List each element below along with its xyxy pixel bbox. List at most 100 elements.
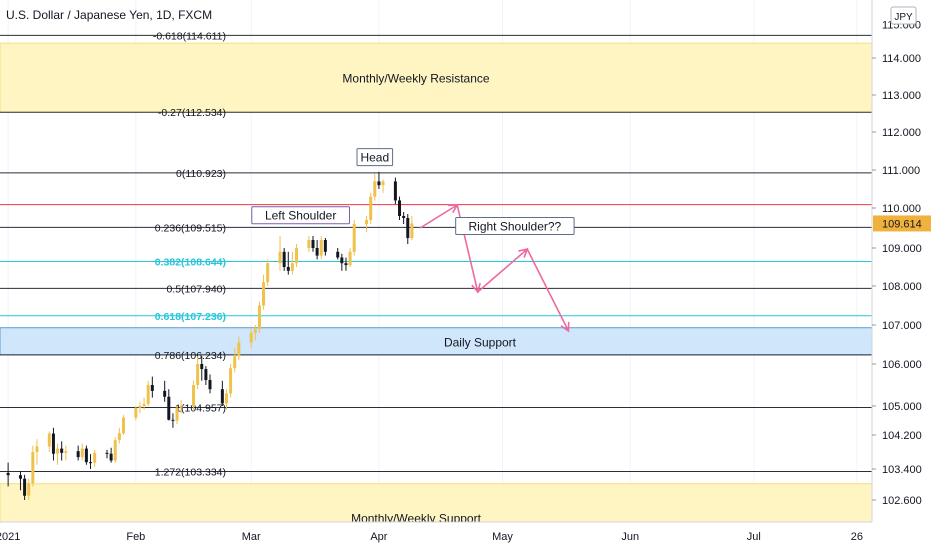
fib-label: 0(110.923): [176, 168, 226, 180]
projection-arrowhead: [560, 321, 570, 333]
fib-label: -0.618(114.611): [153, 30, 226, 42]
time-tick-label: Jun: [621, 531, 639, 543]
price-tick-label: 114.000: [882, 53, 921, 65]
fib-label: 0.236(109.515): [155, 222, 226, 234]
fib-label: 0.5(107.940): [166, 283, 226, 295]
candle-body: [290, 263, 294, 271]
candle-body: [196, 364, 200, 385]
fib-label: 1.272(103.334): [155, 467, 226, 479]
candle-body: [146, 385, 150, 404]
candle-body: [249, 332, 253, 343]
time-tick-label: Apr: [370, 531, 387, 543]
candle-body: [406, 218, 410, 238]
fib-label: 0.382(108.644): [155, 257, 226, 269]
candle-body: [204, 369, 208, 380]
candle-body: [348, 251, 352, 266]
candle-body: [163, 390, 167, 397]
candle-body: [253, 328, 257, 333]
candle-body: [27, 483, 31, 496]
candle-body: [31, 452, 35, 484]
candle-body: [167, 396, 171, 420]
candle-body: [344, 263, 348, 266]
current-price-label: 109.614: [882, 218, 922, 230]
fib-label: 1(104.957): [175, 403, 226, 415]
annotation-box: [455, 217, 575, 235]
candle-body: [18, 475, 22, 479]
candle-body: [84, 448, 88, 463]
zone-label: Daily Support: [444, 335, 517, 349]
fib-lines-layer: -0.618(114.611) -0.27(112.534) 0(110.923) 0…: [0, 30, 872, 479]
zone-rect: [0, 327, 873, 356]
candle-body: [336, 251, 340, 258]
candle-body: [142, 403, 146, 406]
price-tick-label: 111.000: [882, 165, 920, 177]
candle-body: [6, 472, 10, 476]
price-tick-label: 108.000: [882, 281, 922, 293]
candle-body: [282, 251, 286, 267]
candle-body: [121, 417, 125, 434]
zone-label: Monthly/Weekly Resistance: [342, 72, 489, 86]
candle-body: [171, 419, 175, 421]
candle-body: [319, 240, 323, 256]
price-tick-label: 106.000: [882, 359, 922, 371]
candle-body: [262, 282, 266, 306]
candle-body: [105, 452, 109, 454]
candle-body: [60, 448, 64, 453]
price-tick-label: 105.000: [882, 401, 922, 413]
candle-body: [224, 393, 228, 404]
candle-body: [200, 364, 204, 370]
candle-body: [113, 440, 117, 461]
fib-label: 0.618(107.236): [155, 311, 226, 323]
candle-body: [150, 385, 154, 391]
candle-body: [76, 451, 80, 458]
candle-body: [365, 220, 369, 224]
time-axis-bg: [0, 522, 932, 550]
candle-body: [373, 181, 377, 197]
candle-body: [398, 200, 402, 216]
annotation-box: [251, 206, 350, 225]
currency-badge: JPY: [894, 12, 913, 23]
currency-badge-box: [890, 6, 917, 25]
candle-body: [295, 248, 299, 264]
price-tick-label: 103.400: [882, 464, 922, 476]
candle-body: [278, 251, 282, 264]
candle-body: [138, 406, 142, 408]
candle-body: [381, 181, 385, 186]
candle-body: [89, 462, 93, 464]
candle-body: [175, 407, 179, 421]
candle-body: [192, 385, 196, 406]
candle-body: [109, 453, 113, 461]
candle-body: [352, 224, 356, 252]
candle-body: [315, 248, 319, 256]
projection-arrowhead: [471, 282, 481, 294]
candle-body: [233, 356, 237, 369]
annotation-text: Head: [360, 151, 389, 165]
candle-body: [47, 433, 51, 447]
candle-body: [23, 478, 27, 496]
candle-body: [257, 305, 261, 329]
current-price-box: [873, 215, 931, 232]
candle-body: [35, 446, 39, 452]
candle-body: [134, 407, 138, 418]
drawings-layer: Head Left Shoulder Right Shoulder??: [251, 148, 575, 333]
candle-body: [229, 368, 233, 394]
time-tick-label: Feb: [126, 531, 145, 543]
candle-body: [286, 267, 290, 271]
projection-arrowhead: [518, 248, 529, 258]
time-tick-label: 2021: [0, 531, 20, 543]
price-axis-bg: [872, 0, 932, 550]
annotation-text: Left Shoulder: [265, 209, 336, 223]
projection-arrowhead: [448, 204, 459, 214]
annotation-text: Right Shoulder??: [469, 220, 562, 234]
candle-body: [266, 263, 270, 283]
candle-body: [323, 240, 327, 252]
price-tick-label: 110.000: [882, 203, 921, 215]
candle-body: [220, 389, 224, 404]
candle-body: [179, 406, 183, 408]
candle-body: [117, 433, 121, 441]
price-tick-label: 113.000: [882, 90, 921, 102]
